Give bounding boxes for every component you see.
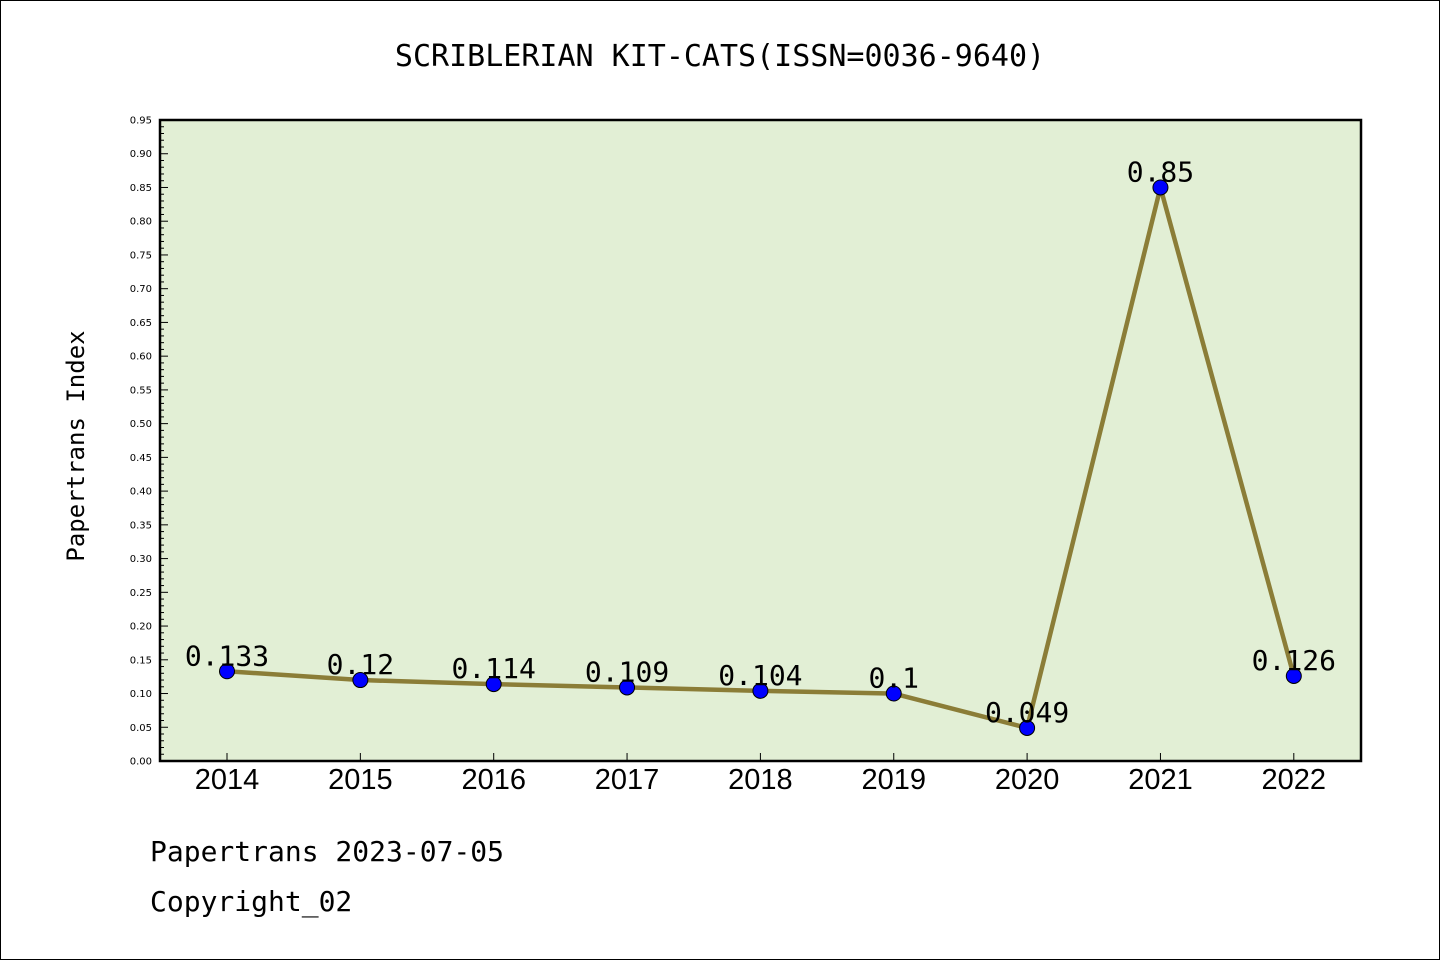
x-tick-label: 2017 (595, 764, 660, 796)
y-tick-label: 0.80 (130, 217, 152, 228)
data-label: 0.12 (327, 648, 394, 681)
y-tick-label: 0.85 (130, 183, 152, 194)
y-tick-label: 0.10 (130, 689, 152, 700)
x-tick-label: 2016 (461, 764, 526, 796)
y-tick-label: 0.30 (130, 554, 152, 565)
chart-title: SCRIBLERIAN KIT-CATS(ISSN=0036-9640) (395, 39, 1045, 74)
footer-date: Papertrans 2023-07-05 (150, 835, 505, 868)
y-tick-label: 0.55 (130, 385, 152, 396)
y-axis-label: Papertrans Index (62, 330, 90, 561)
y-tick-label: 0.45 (130, 453, 152, 464)
x-axis: 2014 2015 2016 2017 2018 2019 2020 2021 2022 (195, 753, 1326, 796)
y-tick-label: 0.20 (130, 622, 152, 633)
x-tick-label: 2021 (1128, 764, 1193, 796)
data-point (885, 685, 902, 702)
y-tick-label: 0.75 (130, 250, 152, 261)
y-tick-label: 0.50 (130, 419, 152, 430)
data-label: 0.126 (1252, 644, 1336, 677)
y-tick-label: 0.35 (130, 520, 152, 531)
data-point (219, 663, 235, 680)
data-label: 0.104 (718, 659, 802, 692)
x-tick-label: 2022 (1262, 764, 1327, 796)
y-tick-label: 0.90 (130, 149, 152, 160)
y-tick-label: 0.70 (130, 284, 152, 295)
y-axis: 0.00 0.05 0.10 0.15 0.20 0.25 0.30 0.35 0.40 0.45… (130, 116, 168, 768)
footer-copyright: Copyright_02 (150, 885, 353, 918)
plot-area (158, 118, 1363, 763)
data-label: 0.049 (985, 696, 1069, 729)
x-tick-label: 2015 (328, 764, 393, 796)
series-layer: 0.133 0.12 0.114 0.109 0.104 0.1 0.049 0.85 0.12… (185, 155, 1336, 736)
data-point (1019, 719, 1036, 736)
data-point (752, 682, 769, 699)
data-label: 0.1 (868, 662, 919, 695)
data-point (352, 672, 369, 689)
data-point (619, 679, 636, 696)
y-tick-label: 0.65 (130, 318, 152, 329)
data-label: 0.85 (1127, 155, 1194, 188)
y-tick-label: 0.40 (130, 487, 152, 498)
data-label: 0.109 (585, 655, 669, 688)
y-tick-label: 0.25 (130, 588, 152, 599)
x-tick-label: 2020 (995, 764, 1060, 796)
data-point (485, 676, 502, 693)
y-tick-label: 0.60 (130, 352, 152, 363)
y-tick-label: 0.15 (130, 655, 152, 666)
y-tick-label: 0.00 (130, 757, 152, 768)
y-tick-label: 0.05 (130, 723, 152, 734)
data-point (1152, 179, 1169, 196)
y-tick-label: 0.95 (130, 116, 152, 127)
data-label: 0.133 (185, 639, 269, 672)
data-point (1285, 667, 1302, 684)
x-tick-label: 2014 (195, 764, 260, 796)
data-label: 0.114 (452, 652, 536, 685)
x-tick-label: 2019 (861, 764, 926, 796)
x-tick-label: 2018 (728, 764, 793, 796)
